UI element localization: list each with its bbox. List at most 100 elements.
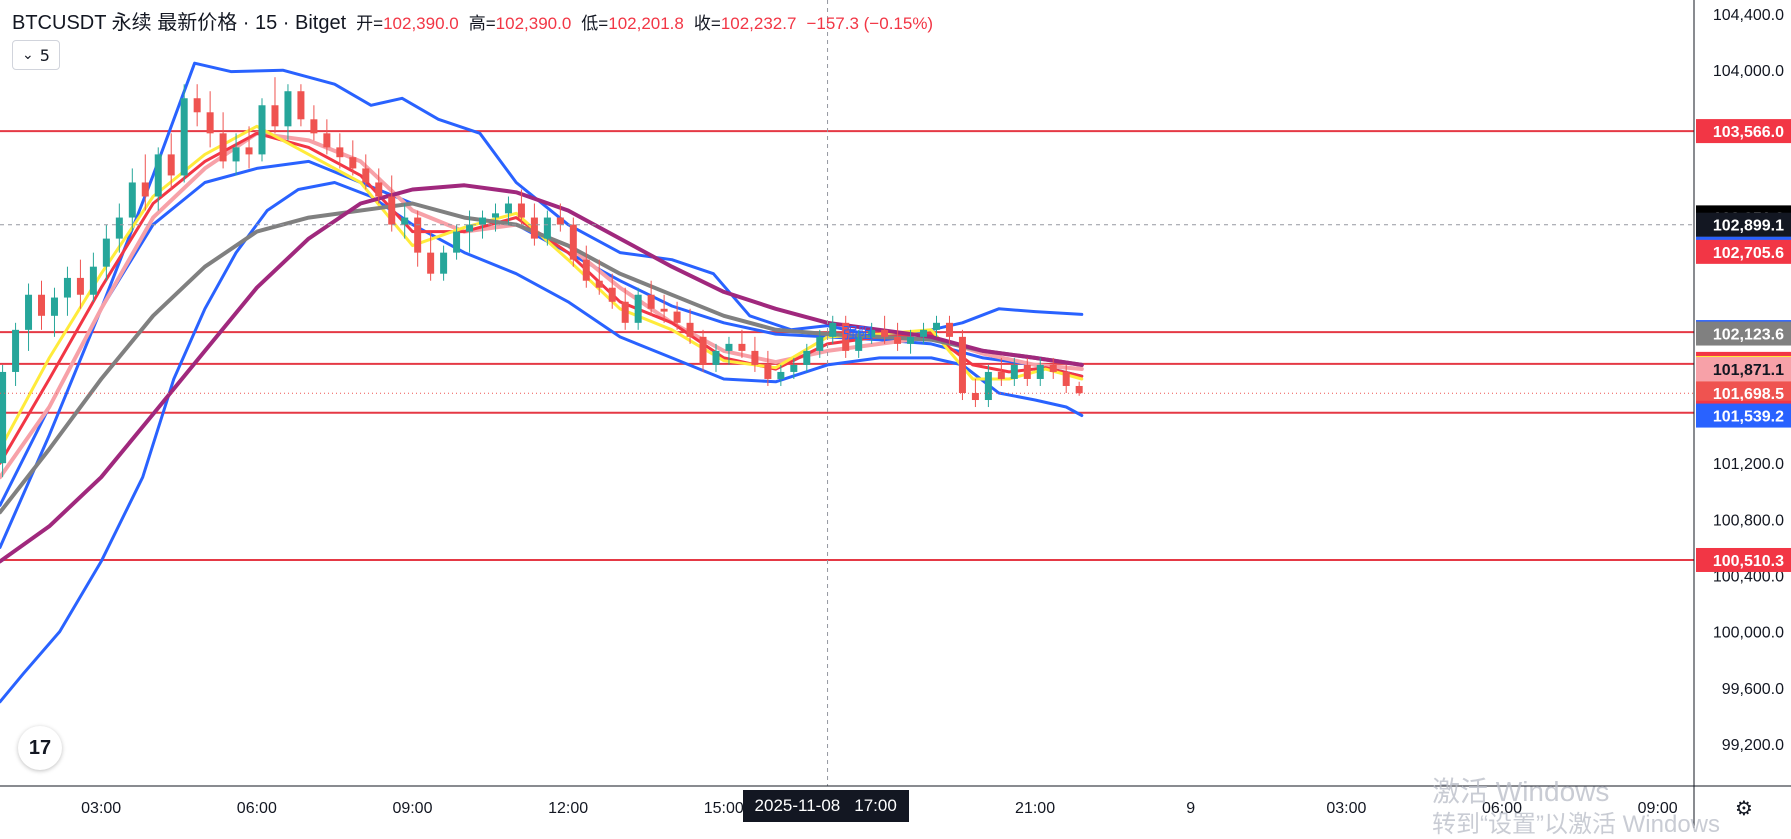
candle-down — [569, 224, 577, 260]
price-tag-label: 101,539.2 — [1713, 409, 1784, 426]
candle-up — [0, 371, 7, 464]
candle-down — [958, 336, 966, 393]
price-tag-bg — [1696, 356, 1791, 381]
price-tag-bg — [1696, 321, 1791, 346]
candle-down — [141, 182, 149, 197]
candle-down — [76, 277, 84, 295]
candle-down — [219, 133, 227, 162]
price-labels: 103,566.0102,951.2102,729.0102,705.6102,… — [1696, 119, 1791, 572]
candle-up — [868, 329, 876, 337]
candle-down — [595, 280, 603, 288]
candle-down — [686, 322, 694, 337]
price-tick-label: 100,400.0 — [1713, 568, 1784, 585]
candles-layer — [0, 77, 1083, 478]
time-tick-label: 9 — [1186, 800, 1195, 817]
candle-down — [764, 364, 772, 379]
price-tag-bg — [1696, 403, 1791, 428]
candle-down — [971, 393, 979, 401]
candle-down — [1023, 364, 1031, 379]
overlay-layer: 强阻 — [0, 0, 1694, 786]
high-label: 高= — [468, 14, 496, 33]
price-tag-bg — [1696, 547, 1791, 572]
time-tick-label: 21:00 — [1015, 800, 1055, 817]
close-value: 102,232.7 — [720, 14, 797, 33]
candle-down — [751, 350, 759, 365]
crosshair-time: 17:00 — [854, 796, 897, 815]
candle-down — [362, 168, 370, 183]
candle-down — [945, 322, 953, 337]
candle-down — [530, 217, 538, 239]
price-tag-label: 102,123.6 — [1713, 327, 1784, 344]
time-tick-label: 09:00 — [1638, 800, 1678, 817]
symbol-title[interactable]: BTCUSDT 永续 最新价格 · 15 · Bitget — [12, 12, 347, 34]
indicator-line-6 — [0, 201, 1084, 515]
candle-up — [466, 224, 474, 232]
candle-up — [984, 371, 992, 401]
crosshair-date: 2025-11-08 — [754, 796, 841, 815]
candle-down — [881, 329, 889, 337]
open-value: 102,390.0 — [383, 14, 459, 33]
chevron-down-icon: ⌄ — [22, 47, 34, 63]
price-tick-label: 104,000.0 — [1713, 63, 1784, 80]
candle-up — [102, 238, 110, 267]
candle-up — [634, 294, 642, 323]
gear-icon[interactable]: ⚙ — [1735, 796, 1753, 820]
chart-header: BTCUSDT 永续 最新价格 · 15 · Bitget 开= 102,390.… — [0, 6, 933, 34]
candle-down — [427, 252, 435, 274]
candle-down — [699, 336, 707, 365]
candle-up — [258, 105, 266, 155]
candle-down — [1075, 385, 1083, 394]
price-tag-bg — [1696, 212, 1791, 237]
tradingview-logo-icon[interactable]: 17 — [18, 726, 62, 770]
candle-down — [1049, 364, 1057, 372]
time-tick-label: 03:00 — [81, 800, 121, 817]
indicator-line-7 — [0, 183, 1084, 564]
close-label: 收= — [693, 14, 721, 33]
candle-down — [621, 301, 629, 323]
price-tick-label: 104,400.0 — [1713, 7, 1784, 24]
time-tick-label: 12:00 — [548, 800, 588, 817]
candle-up — [180, 98, 188, 176]
candle-up — [855, 336, 863, 351]
candle-up — [491, 213, 499, 218]
candle-down — [414, 217, 422, 253]
candle-down — [660, 308, 668, 312]
indicator-line-0 — [0, 181, 1084, 704]
candle-up — [50, 297, 58, 316]
candle-up — [1010, 364, 1018, 379]
change-value: −157.3 (−0.15%) — [806, 14, 934, 33]
candle-down — [271, 105, 279, 127]
candle-up — [232, 147, 240, 162]
candle-up — [115, 217, 123, 239]
candle-down — [167, 154, 175, 176]
candle-up — [154, 154, 162, 197]
candle-up — [1036, 364, 1044, 379]
candle-up — [63, 277, 71, 298]
price-tag-label: 103,566.0 — [1713, 124, 1784, 141]
time-tick-label: 15:00 — [704, 800, 744, 817]
time-tick-label: 06:00 — [237, 800, 277, 817]
candle-up — [504, 203, 512, 214]
indicators-toggle-button[interactable]: ⌄ 5 — [12, 40, 60, 70]
candle-up — [284, 91, 292, 127]
candle-up — [829, 322, 837, 337]
candle-down — [673, 311, 681, 323]
price-tick-label: 99,200.0 — [1722, 737, 1784, 754]
candle-up — [25, 294, 33, 330]
candle-down — [894, 336, 902, 344]
windows-activation-watermark-sub: 转到“设置”以激活 Windows — [1432, 811, 1721, 838]
candle-up — [479, 217, 487, 225]
candle-up — [453, 231, 461, 253]
candle-down — [608, 287, 616, 302]
candle-down — [582, 259, 590, 281]
price-tag-bg — [1696, 119, 1791, 144]
candle-up — [920, 329, 928, 337]
candle-up — [89, 266, 97, 295]
candle-up — [816, 336, 824, 351]
candle-up — [440, 252, 448, 274]
horizontal-levels — [0, 130, 1694, 561]
candle-down — [310, 119, 318, 134]
candle-down — [245, 147, 253, 155]
open-label: 开= — [356, 14, 384, 33]
